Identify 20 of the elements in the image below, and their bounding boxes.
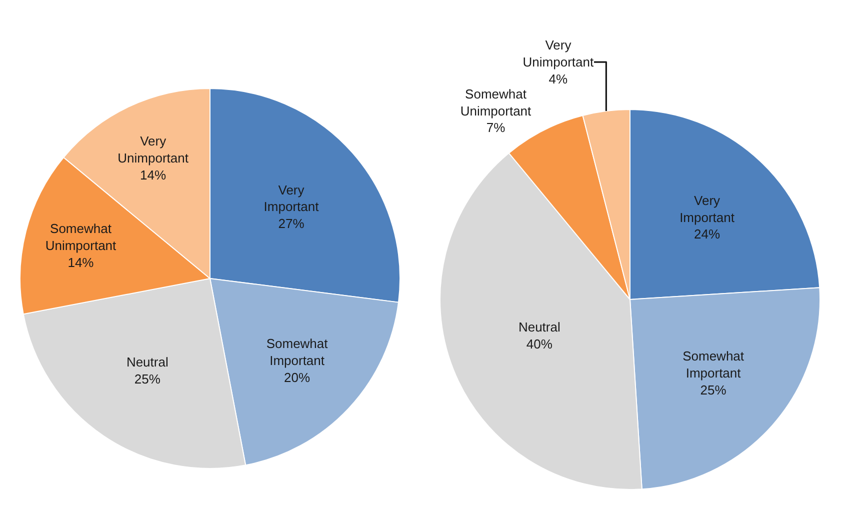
slice-label: Very Unimportant bbox=[522, 38, 594, 70]
slice-label: Somewhat Unimportant bbox=[460, 86, 532, 118]
data-label: 27% bbox=[278, 216, 305, 232]
slice-label: Somewhat Unimportant bbox=[45, 220, 117, 253]
slice-label: Very Important bbox=[680, 192, 735, 225]
data-label: 40% bbox=[526, 336, 553, 352]
slice-label: Neutral bbox=[126, 354, 168, 370]
data-label: 14% bbox=[140, 167, 167, 182]
data-label: 20% bbox=[284, 370, 310, 385]
slice-label: Very Important bbox=[264, 182, 320, 214]
data-label: 7% bbox=[486, 120, 506, 136]
slice-label: Very Unimportant bbox=[118, 134, 189, 166]
slice-label: Somewhat Important bbox=[682, 348, 744, 381]
slice-label: Neutral bbox=[518, 319, 560, 334]
slice-label: Somewhat Important bbox=[266, 336, 328, 368]
data-label: 25% bbox=[134, 372, 161, 387]
data-label: 4% bbox=[548, 71, 568, 86]
data-label: 14% bbox=[68, 254, 94, 270]
data-label: 24% bbox=[694, 226, 720, 242]
data-label: 25% bbox=[700, 382, 727, 398]
